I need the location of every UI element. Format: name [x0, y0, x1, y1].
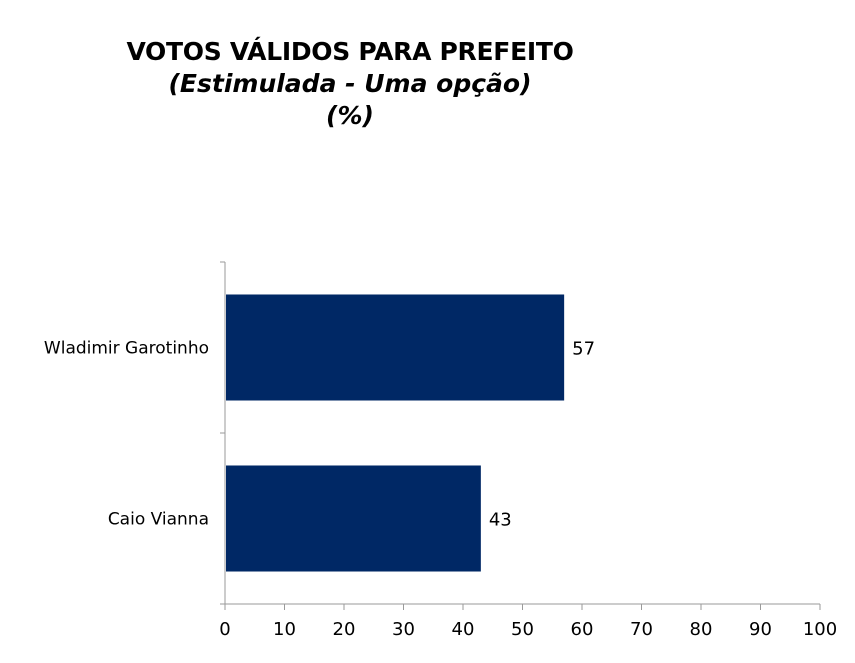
chart-titles: VOTOS VÁLIDOS PARA PREFEITO (Estimulada … [0, 36, 700, 132]
bar-0 [226, 294, 565, 401]
x-tick-label: 80 [690, 619, 713, 640]
x-tick-label: 20 [333, 619, 356, 640]
bar-1 [226, 465, 481, 572]
chart-subtitle: (Estimulada - Uma opção) [168, 69, 532, 98]
category-label: Caio Vianna [108, 510, 209, 530]
chart-unit: (%) [326, 101, 374, 130]
x-tick-label: 100 [803, 619, 837, 640]
x-tick-label: 10 [273, 619, 296, 640]
category-label: Wladimir Garotinho [44, 339, 209, 359]
data-label: 57 [572, 339, 595, 360]
data-label: 43 [489, 510, 512, 531]
chart-title: VOTOS VÁLIDOS PARA PREFEITO [126, 37, 574, 66]
x-tick-label: 30 [392, 619, 415, 640]
x-tick-label: 70 [630, 619, 653, 640]
x-tick-label: 50 [511, 619, 534, 640]
x-tick-label: 90 [749, 619, 772, 640]
x-tick-label: 40 [452, 619, 475, 640]
x-tick-label: 60 [571, 619, 594, 640]
x-tick-label: 0 [219, 619, 230, 640]
